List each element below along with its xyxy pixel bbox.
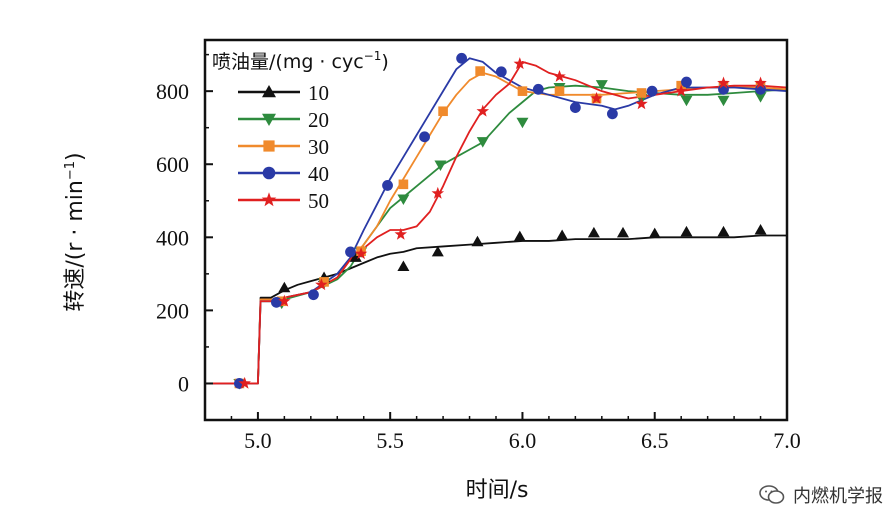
series-marker-40 [607, 108, 618, 120]
series-marker-40 [646, 85, 658, 97]
series-marker-20 [680, 95, 693, 107]
y-tick-label: 600 [156, 152, 189, 177]
legend-label-20: 20 [308, 108, 329, 132]
x-tick-label: 5.0 [244, 428, 272, 453]
series-marker-10 [648, 227, 661, 239]
legend: 喷油量/(mg · cyc−1) 10 20 30 40 50 [212, 49, 389, 213]
series-line-10 [205, 234, 787, 385]
series-marker-30 [554, 86, 565, 96]
legend-label-30: 30 [308, 135, 329, 159]
series-marker-10 [754, 224, 767, 235]
series-marker-50 [394, 227, 408, 240]
x-tick-label: 6.0 [509, 428, 537, 453]
x-axis-title: 时间/s [466, 478, 529, 503]
axes-layer: 5.0 5.5 6.0 6.5 7.0 0 200 400 600 800 [156, 53, 801, 453]
series-line-50 [205, 61, 788, 385]
watermark-text: 内燃机学报 [793, 486, 883, 507]
series-marker-30 [517, 86, 528, 96]
series-marker-50 [717, 76, 730, 89]
series-marker-40 [495, 66, 507, 78]
x-tick-label: 6.5 [641, 428, 669, 453]
series-marker-10 [616, 226, 629, 238]
series-marker-20 [476, 137, 489, 148]
series-marker-20 [434, 160, 447, 171]
series-marker-10 [349, 251, 362, 262]
series-marker-30 [475, 66, 485, 76]
wechat-icon [759, 485, 785, 504]
series-marker-50 [754, 76, 767, 89]
series-marker-50 [278, 294, 291, 307]
series-marker-50 [431, 186, 445, 199]
series-marker-50 [674, 84, 688, 97]
series-line-20 [205, 84, 788, 385]
series-marker-10 [431, 245, 444, 257]
series-marker-40 [681, 76, 692, 88]
legend-marker-20 [262, 113, 276, 126]
series-marker-10 [556, 229, 569, 240]
series-marker-10 [278, 281, 291, 293]
x-tick-label: 7.0 [773, 428, 801, 453]
series-marker-10 [471, 235, 484, 247]
series-marker-10 [680, 225, 693, 237]
y-tick-label: 400 [156, 225, 189, 250]
series-marker-10 [717, 225, 730, 237]
legend-title: 喷油量/(mg · cyc−1) [212, 49, 389, 73]
series-marker-50 [238, 376, 251, 389]
series-marker-40 [456, 52, 468, 64]
series-marker-50 [354, 247, 368, 260]
legend-marker-30 [263, 140, 275, 152]
series-marker-20 [516, 117, 529, 129]
legend-marker-50 [261, 192, 277, 207]
series-marker-30 [438, 106, 448, 117]
series-marker-20 [754, 92, 767, 103]
series-marker-40 [271, 296, 282, 308]
series-marker-40 [419, 131, 430, 143]
series-marker-10 [397, 260, 410, 272]
legend-items: 10 20 30 40 50 [238, 81, 329, 213]
legend-marker-40 [262, 166, 276, 180]
series-marker-50 [476, 104, 490, 117]
series-layer [205, 57, 788, 385]
series-marker-50 [635, 97, 648, 110]
series-marker-30 [398, 179, 409, 190]
series-marker-50 [315, 278, 328, 291]
y-tick-label: 800 [156, 79, 189, 104]
markers-layer [233, 52, 767, 390]
y-tick-label: 200 [156, 298, 189, 323]
series-marker-20 [717, 95, 730, 107]
series-marker-10 [513, 230, 526, 242]
legend-label-10: 10 [308, 81, 329, 105]
series-marker-50 [590, 91, 603, 104]
series-marker-50 [513, 57, 527, 70]
series-marker-40 [382, 180, 393, 191]
series-marker-40 [308, 289, 319, 301]
x-tick-label: 5.5 [376, 428, 404, 453]
series-marker-40 [345, 246, 356, 258]
series-marker-20 [595, 80, 608, 91]
y-tick-label: 0 [178, 371, 189, 396]
series-marker-20 [397, 194, 410, 205]
series-marker-40 [532, 83, 544, 95]
series-marker-30 [636, 88, 647, 98]
series-marker-30 [319, 277, 329, 287]
plot-frame [203, 38, 789, 422]
y-axis-title: 转速/(r · min−1) [63, 152, 88, 311]
legend-label-50: 50 [308, 189, 329, 213]
legend-marker-10 [262, 85, 276, 98]
series-line-40 [205, 57, 788, 385]
legend-label-40: 40 [308, 162, 329, 186]
series-marker-50 [553, 69, 566, 82]
series-marker-40 [569, 102, 581, 113]
series-marker-10 [587, 226, 600, 238]
watermark: 内燃机学报 [759, 482, 883, 508]
